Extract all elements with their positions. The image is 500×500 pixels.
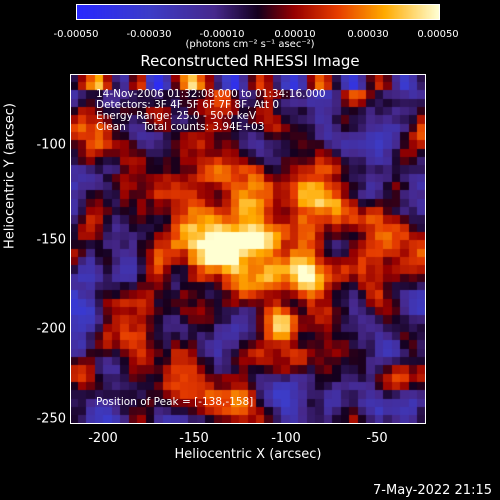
annotation-energy: Energy Range: 25.0 - 50.0 keV (96, 110, 257, 122)
x-axis-label: Heliocentric X (arcsec) (174, 447, 322, 462)
x-tick-label: -50 (366, 431, 388, 446)
colorbar-units: (photons cm⁻² s⁻¹ asec⁻²) (185, 39, 315, 50)
y-axis-label: Heliocentric Y (arcsec) (2, 103, 18, 249)
colorbar-tick-label: 0.00030 (347, 29, 389, 40)
y-tick-label: -250 (36, 411, 66, 427)
timestamp: 7-May-2022 21:15 (373, 483, 492, 498)
colorbar-tick-label: -0.00030 (126, 29, 172, 40)
annotation-detectors: Detectors: 3F 4F 5F 6F 7F 8F, Att 0 (96, 99, 280, 111)
x-tick-label: -100 (271, 431, 301, 446)
annotation-clean: Clean Total counts: 3.94E+03 (96, 121, 265, 133)
colorbar-tick-label: 0.00050 (417, 29, 459, 40)
annotation-time-range: 14-Nov-2006 01:32:08.000 to 01:34:16.000 (96, 88, 326, 100)
colorbar-tick-label: 0.00010 (274, 29, 316, 40)
chart-title: Reconstructed RHESSI Image (140, 52, 360, 70)
heatmap-image (70, 74, 426, 424)
y-tick-label: -200 (36, 321, 66, 337)
y-tick-label: -100 (36, 137, 66, 153)
x-tick-label: -200 (88, 431, 118, 446)
x-tick-label: -150 (179, 431, 209, 446)
annotation-peak-position: Position of Peak = [-138,-158] (96, 396, 254, 408)
colorbar-tick-label: -0.00050 (53, 29, 99, 40)
colorbar (76, 4, 440, 20)
colorbar-tick-label: -0.00010 (199, 29, 245, 40)
y-tick-label: -150 (36, 232, 66, 248)
